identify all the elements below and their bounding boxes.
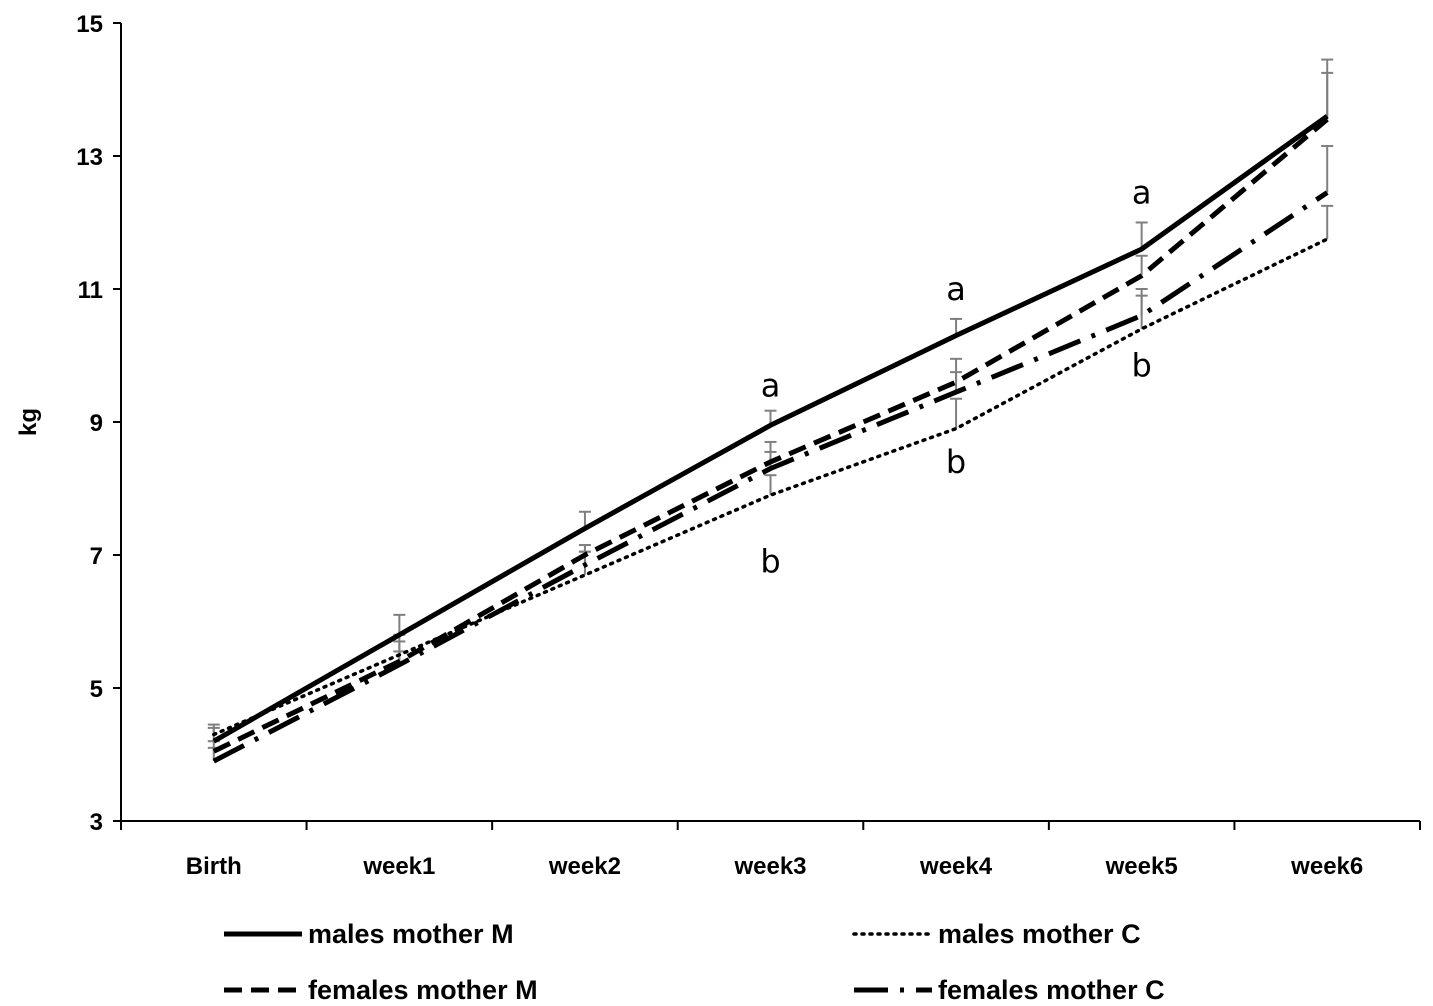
series-line-males-mother-c bbox=[212, 237, 1329, 737]
y-tick-label: 7 bbox=[90, 543, 103, 570]
y-tick-label: 5 bbox=[90, 676, 103, 703]
series-lines bbox=[212, 114, 1329, 764]
annotation-label: b bbox=[946, 443, 966, 481]
y-tick-label: 13 bbox=[76, 144, 103, 171]
annotation-label: a bbox=[761, 366, 781, 404]
legend-label: females mother C bbox=[938, 975, 1165, 1005]
series-line-males-mother-m bbox=[212, 114, 1329, 744]
annotation-label: a bbox=[1132, 174, 1152, 212]
significance-annotations: a b a b a b bbox=[760, 174, 1151, 581]
series-line-females-mother-m bbox=[212, 117, 1329, 754]
x-tick-label: Birth bbox=[186, 853, 242, 880]
y-axis-title: kg bbox=[15, 408, 42, 436]
x-tick-label: week3 bbox=[733, 853, 806, 880]
y-tick-label: 11 bbox=[78, 277, 103, 304]
y-tick-label: 3 bbox=[90, 809, 103, 836]
x-tick-label: week2 bbox=[548, 853, 621, 880]
legend: males mother M males mother C females moth… bbox=[224, 919, 1165, 1005]
legend-label: males mother M bbox=[308, 919, 514, 949]
series-line-females-mother-c bbox=[212, 190, 1329, 764]
legend-label: males mother C bbox=[938, 919, 1141, 949]
x-tick-label: week5 bbox=[1105, 853, 1178, 880]
axes: 3 5 7 9 11 13 15 Birth week1 week2 week3 week4 week5… bbox=[15, 11, 1421, 880]
annotation-label: a bbox=[946, 270, 966, 308]
y-tick-label: 15 bbox=[76, 11, 103, 38]
x-tick-label: week1 bbox=[362, 853, 435, 880]
annotation-label: b bbox=[1131, 346, 1151, 384]
x-tick-label: week6 bbox=[1290, 853, 1363, 880]
error-bars bbox=[207, 58, 1334, 762]
annotation-label: b bbox=[760, 543, 780, 581]
y-tick-label: 9 bbox=[90, 410, 103, 437]
x-tick-label: week4 bbox=[919, 853, 993, 880]
legend-label: females mother M bbox=[308, 975, 538, 1005]
